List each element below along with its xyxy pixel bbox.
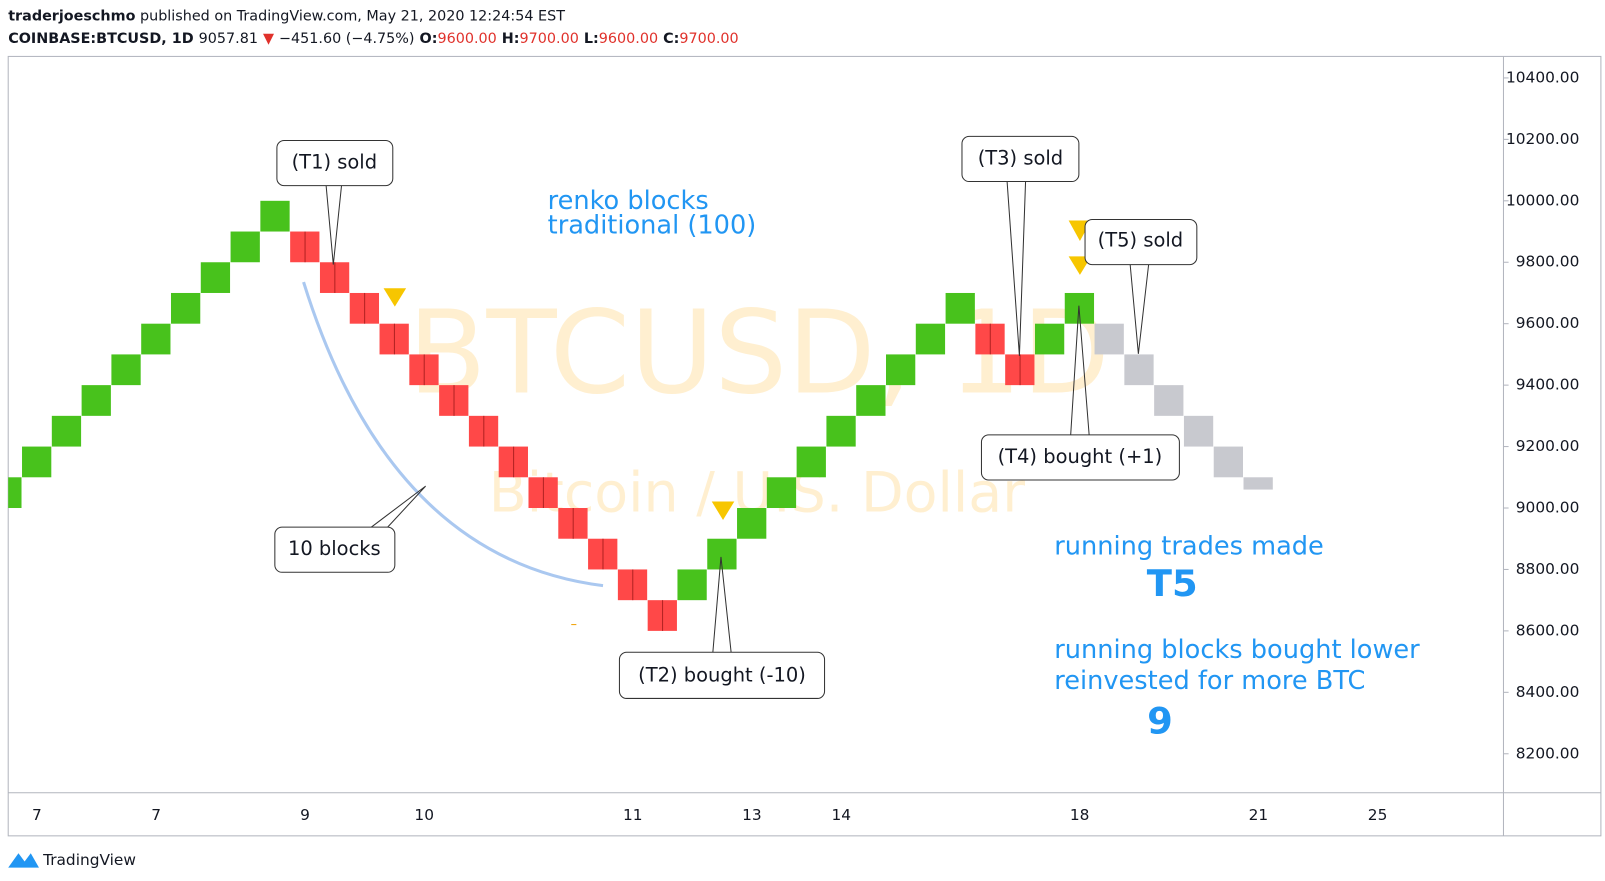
callout-text: (T1) sold: [292, 151, 377, 174]
annotation: renko blocks: [548, 186, 709, 216]
author: traderjoeschmo: [8, 8, 135, 24]
open-label: O:: [420, 31, 438, 47]
x-tick-label: 21: [1249, 806, 1269, 824]
y-tick-label: 8800.00: [1516, 560, 1580, 578]
brick: [886, 354, 916, 386]
last: 9057.81: [199, 31, 258, 47]
symbol-line: COINBASE:BTCUSD, 1D 9057.81 ▼ −451.60 (−…: [8, 31, 738, 47]
y-tick-label: 9400.00: [1516, 376, 1580, 394]
logo: [8, 853, 39, 868]
y-tick-label: 9600.00: [1516, 314, 1580, 332]
brick: [200, 262, 231, 293]
brick: [826, 415, 856, 447]
x-tick-label: 18: [1070, 806, 1090, 824]
y-tick-label: 10400.00: [1506, 68, 1579, 86]
symbol: COINBASE:BTCUSD, 1D: [8, 31, 194, 47]
high-label: H:: [502, 31, 520, 47]
brick: [1124, 354, 1154, 386]
callout-text: (T3) sold: [978, 146, 1063, 169]
brick: [796, 446, 826, 478]
callout: (T3) sold: [961, 135, 1080, 356]
callout: (T4) bought (+1): [980, 305, 1180, 481]
x-tick-label: 13: [742, 806, 762, 824]
x-tick-label: 10: [414, 806, 434, 824]
callout: (T1) sold: [276, 140, 394, 265]
y-tick-label: 9000.00: [1516, 499, 1580, 517]
brick: [170, 292, 201, 324]
callout-text: (T2) bought (-10): [638, 663, 806, 686]
low: 9600.00: [599, 31, 658, 47]
annotation: reinvested for more BTC: [1054, 666, 1365, 696]
high: 9700.00: [520, 31, 579, 47]
y-tick-label: 10000.00: [1506, 191, 1579, 209]
brick: [1213, 446, 1244, 478]
brick: [1243, 477, 1273, 490]
brick: [737, 508, 767, 539]
y-tick-label: 10200.00: [1506, 130, 1579, 148]
close: 9700.00: [679, 31, 738, 47]
brick: [915, 323, 946, 355]
annotation: running blocks bought lower: [1054, 635, 1420, 665]
brick: [1183, 415, 1214, 447]
signal-marker: [711, 501, 735, 520]
arrow: ▼: [263, 31, 274, 47]
bricks: [8, 200, 1273, 631]
brick: [260, 200, 290, 232]
y-tick-label: 8600.00: [1516, 621, 1580, 639]
annotation: traditional (100): [548, 211, 757, 241]
brick: [8, 477, 22, 509]
brick: [1154, 385, 1184, 416]
change: −451.60 (−4.75%): [279, 31, 415, 47]
open: 9600.00: [437, 31, 496, 47]
published: published on TradingView.com, May 21, 20…: [140, 8, 565, 24]
low-label: L:: [584, 31, 599, 47]
x-tick-label: 7: [151, 806, 161, 824]
frame: [7, 55, 1602, 837]
y-tick-label: 8400.00: [1516, 683, 1580, 701]
callout-text: (T4) bought (+1): [998, 445, 1163, 468]
blocks-arc: [302, 281, 604, 588]
annotation: running trades made: [1054, 532, 1324, 562]
callout: 10 blocks: [274, 485, 426, 573]
brick: [111, 354, 141, 386]
callout: (T5) sold: [1084, 218, 1198, 354]
annotation-value: T5: [1147, 562, 1198, 605]
brick: [51, 415, 82, 447]
x-tick-label: 9: [300, 806, 310, 824]
close-label: C:: [663, 31, 679, 47]
brick: [81, 385, 111, 416]
y-tick-label: 8200.00: [1516, 744, 1580, 762]
signal-marker: [383, 288, 407, 307]
callout: (T2) bought (-10): [618, 556, 826, 699]
brick: [677, 569, 707, 601]
x-tick-label: 11: [623, 806, 643, 824]
x-tick-label: 7: [32, 806, 42, 824]
watermark: BTCUSD, 1D: [408, 286, 1110, 420]
header-line: traderjoeschmo published on TradingView.…: [8, 8, 565, 24]
brick: [856, 385, 886, 416]
brick: [766, 477, 797, 509]
callout-text: (T5) sold: [1098, 229, 1183, 252]
brick: [945, 292, 975, 324]
x-tick-label: 14: [832, 806, 852, 824]
x-tick-label: 25: [1368, 806, 1388, 824]
callout-text: 10 blocks: [288, 537, 381, 560]
brick: [1094, 323, 1124, 355]
brick: [230, 231, 260, 263]
annotation-value: 9: [1147, 700, 1173, 743]
footer-brand: TradingView: [42, 851, 136, 869]
brick: [141, 323, 171, 355]
brick: [1034, 323, 1065, 355]
y-tick-label: 9800.00: [1516, 253, 1580, 271]
brick: [22, 446, 52, 478]
y-tick-label: 9200.00: [1516, 437, 1580, 455]
